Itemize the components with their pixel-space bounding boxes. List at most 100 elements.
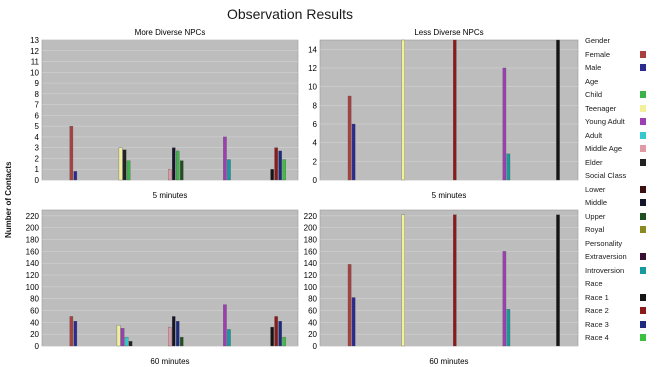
legend-item-label: Elder [585, 157, 603, 167]
legend-item: Young Adult [585, 115, 661, 129]
legend-swatch [640, 293, 646, 301]
bar [124, 336, 129, 347]
bar [347, 264, 352, 347]
legend-item-label: Child [585, 90, 603, 99]
legend-swatch [640, 334, 646, 341]
y-tick-label: 13 [30, 36, 39, 45]
y-tick-label: 0 [35, 342, 40, 351]
x-axis-label: 5 minutes [153, 191, 188, 200]
bar [167, 169, 172, 181]
bar [171, 147, 176, 181]
legend-item-label: Young Adult [585, 117, 625, 126]
y-tick-label: 4 [35, 133, 40, 142]
plot-area [41, 209, 299, 347]
legend-item: Lower [585, 183, 661, 197]
legend-item-label: Race 1 [585, 292, 609, 302]
y-tick-label: 2 [35, 154, 40, 163]
legend-item: Upper [585, 210, 661, 224]
legend-item-label: Male [585, 63, 602, 72]
legend-item-label: Middle Age [585, 144, 623, 153]
legend-item: Introversion [585, 264, 661, 278]
bar [126, 160, 131, 181]
bar [351, 123, 356, 181]
y-tick-label: 100 [26, 283, 40, 292]
legend-item: Child [585, 88, 661, 102]
legend-item: Female [585, 48, 661, 62]
legend-item: Teenager [585, 102, 661, 116]
y-tick-label: 9 [35, 79, 40, 88]
bar [118, 147, 123, 181]
y-tick-label: 12 [30, 47, 39, 56]
y-tick-label: 160 [304, 247, 318, 256]
legend-item-label: Race 3 [585, 319, 609, 329]
y-tick-label: 120 [26, 271, 40, 280]
y-tick-label: 10 [308, 83, 317, 92]
bar [556, 214, 560, 347]
legend-item: Royal [585, 223, 661, 237]
legend-group-title: Social Class [585, 171, 627, 180]
bar [401, 39, 405, 181]
y-tick-label: 10 [30, 68, 39, 77]
y-tick-label: 0 [313, 176, 318, 185]
bar [223, 136, 227, 181]
y-tick-label: 200 [26, 224, 40, 233]
bar [270, 326, 274, 347]
legend-item: Elder [585, 156, 661, 170]
y-tick-label: 5 [35, 122, 40, 131]
legend-item-label: Royal [585, 225, 605, 234]
y-tick-label: 200 [304, 224, 318, 233]
legend-item-label: Teenager [585, 103, 617, 113]
bar [506, 153, 511, 181]
y-tick-label: 1 [35, 165, 40, 174]
legend-swatch [640, 185, 646, 193]
bar [274, 316, 278, 347]
y-tick-label: 11 [31, 58, 40, 67]
y-tick-label: 80 [30, 295, 39, 304]
y-tick-label: 8 [35, 90, 40, 99]
bar [278, 321, 282, 347]
legend-item: Race 4 [585, 331, 661, 345]
legend-swatch [640, 145, 646, 152]
bar [171, 316, 176, 347]
bar [351, 297, 356, 347]
y-tick-label: 6 [35, 111, 40, 120]
legend-item: Race 3 [585, 318, 661, 332]
bar [502, 67, 507, 181]
legend-item-label: Lower [585, 184, 606, 194]
bar [69, 316, 74, 347]
legend-swatch [640, 131, 646, 139]
y-tick-label: 120 [304, 271, 318, 280]
y-tick-label: 140 [304, 259, 318, 268]
legend-item: Middle Age [585, 142, 661, 156]
legend-swatch [640, 212, 646, 220]
x-axis-label: 5 minutes [432, 191, 467, 200]
bar [282, 159, 286, 181]
y-tick-label: 40 [308, 318, 317, 327]
bar [122, 149, 127, 181]
y-tick-label: 60 [30, 307, 39, 316]
bar [556, 39, 560, 181]
y-tick-label: 100 [304, 283, 318, 292]
legend-item: Middle [585, 196, 661, 210]
legend-swatch [640, 64, 646, 71]
legend-group-title: Gender [585, 36, 611, 45]
y-tick-label: 180 [26, 236, 40, 245]
y-tick-label: 8 [313, 101, 318, 110]
y-tick-label: 0 [313, 342, 318, 351]
y-tick-label: 40 [30, 318, 39, 327]
bar [175, 321, 180, 347]
legend-item-label: Introversion [585, 265, 625, 275]
legend-swatch [640, 226, 646, 233]
y-tick-label: 6 [313, 120, 318, 129]
y-tick-label: 60 [308, 307, 317, 316]
plot-area [319, 39, 579, 181]
y-tick-label: 220 [26, 212, 40, 221]
x-axis-label: 60 minutes [429, 357, 468, 366]
y-tick-label: 80 [308, 295, 317, 304]
y-tick-label: 220 [304, 212, 318, 221]
legend-swatch [640, 118, 646, 125]
bar [282, 336, 286, 347]
legend-swatch [640, 50, 646, 58]
y-tick-label: 0 [35, 176, 40, 185]
